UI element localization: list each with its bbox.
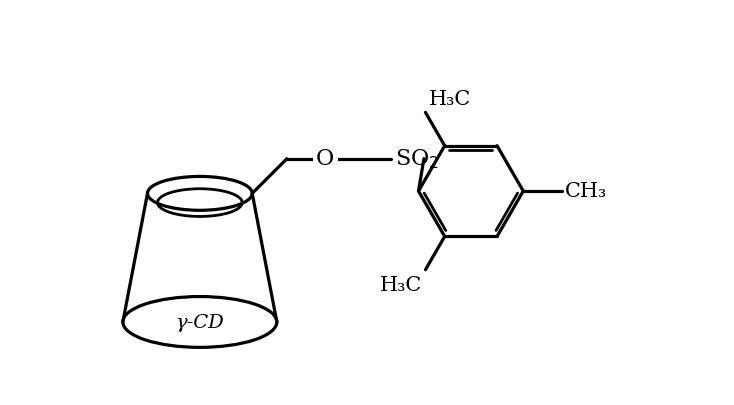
- Text: H₃C: H₃C: [429, 90, 470, 109]
- Text: γ-CD: γ-CD: [175, 315, 224, 333]
- Text: CH₃: CH₃: [565, 181, 607, 200]
- Text: H₃C: H₃C: [380, 276, 422, 295]
- Polygon shape: [123, 193, 277, 322]
- Text: O: O: [316, 148, 335, 170]
- Text: SO$_2$: SO$_2$: [395, 147, 439, 171]
